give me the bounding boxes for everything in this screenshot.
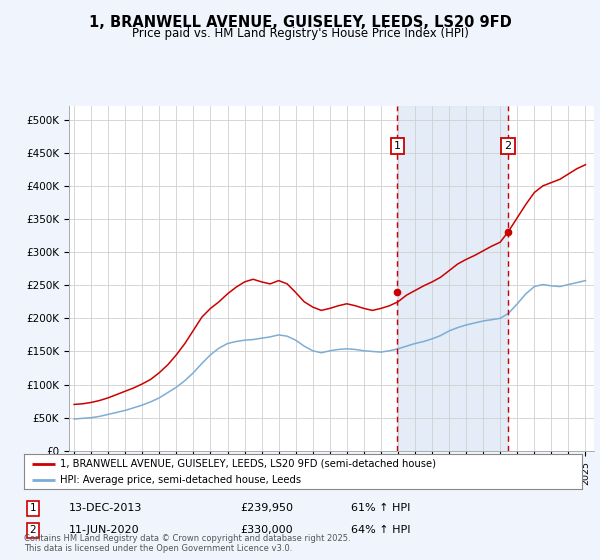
Text: 1: 1	[29, 503, 37, 514]
Text: 11-JUN-2020: 11-JUN-2020	[69, 525, 140, 535]
Bar	[397, 106, 508, 451]
Text: Contains HM Land Registry data © Crown copyright and database right 2025.
This d: Contains HM Land Registry data © Crown c…	[24, 534, 350, 553]
Text: 13-DEC-2013: 13-DEC-2013	[69, 503, 142, 514]
Text: 64% ↑ HPI: 64% ↑ HPI	[351, 525, 410, 535]
Text: Price paid vs. HM Land Registry's House Price Index (HPI): Price paid vs. HM Land Registry's House …	[131, 27, 469, 40]
Text: £330,000: £330,000	[240, 525, 293, 535]
Text: 1, BRANWELL AVENUE, GUISELEY, LEEDS, LS20 9FD (semi-detached house): 1, BRANWELL AVENUE, GUISELEY, LEEDS, LS2…	[60, 459, 436, 469]
Text: 2: 2	[29, 525, 37, 535]
Text: 61% ↑ HPI: 61% ↑ HPI	[351, 503, 410, 514]
Text: HPI: Average price, semi-detached house, Leeds: HPI: Average price, semi-detached house,…	[60, 474, 301, 484]
Text: £239,950: £239,950	[240, 503, 293, 514]
Text: 1, BRANWELL AVENUE, GUISELEY, LEEDS, LS20 9FD: 1, BRANWELL AVENUE, GUISELEY, LEEDS, LS2…	[89, 15, 511, 30]
Text: 2: 2	[505, 141, 511, 151]
Text: 1: 1	[394, 141, 401, 151]
